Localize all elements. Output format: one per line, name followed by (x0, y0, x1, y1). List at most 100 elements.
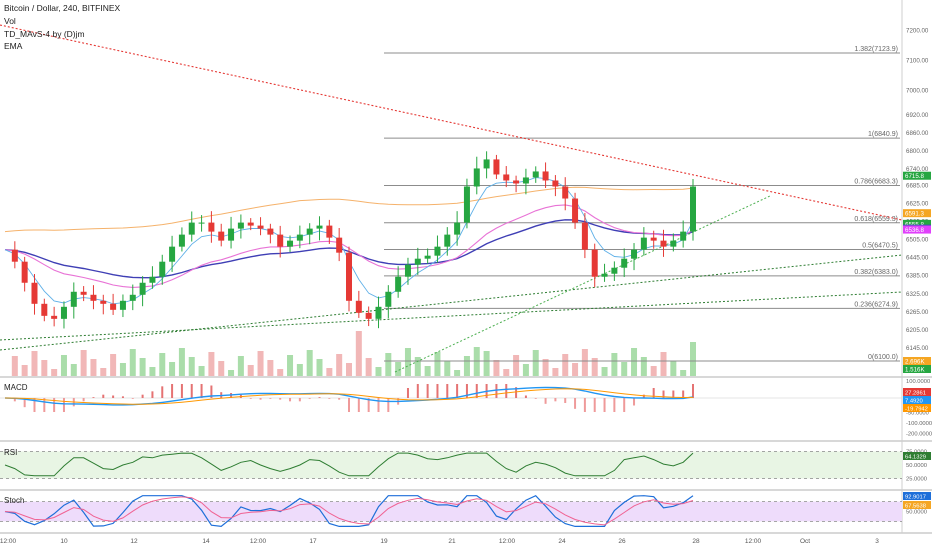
candle-body-19 (188, 222, 195, 235)
candle-body-25 (247, 222, 254, 226)
price-tag-bg-4 (903, 225, 931, 234)
candle-body-33 (326, 225, 333, 238)
macd-hist-20 (200, 384, 203, 398)
volume-bar-31 (306, 350, 313, 376)
volume-bar-42 (414, 357, 421, 376)
volume-bar-5 (51, 369, 58, 376)
candle-body-1 (11, 249, 18, 262)
volume-bar-61 (601, 367, 608, 376)
volume-bar-15 (149, 367, 156, 376)
volume-bar-20 (198, 366, 205, 376)
trendline-green-mid (0, 291, 903, 341)
macd-tick-3: -50.0000 (906, 411, 929, 417)
macd-hist-68 (672, 390, 675, 398)
time-tick-6: 19 (380, 538, 388, 545)
study-td-label[interactable]: TD_MAvS-4 by (D)jm (4, 29, 85, 39)
macd-hist-31 (308, 398, 311, 399)
macd-pane-label[interactable]: MACD (4, 383, 28, 392)
macd-hist-13 (131, 398, 134, 399)
volume-bar-11 (110, 354, 117, 376)
macd-hist-58 (574, 398, 577, 409)
volume-bar-32 (316, 359, 323, 376)
volume-bar-12 (119, 363, 126, 376)
candle-body-49 (483, 159, 490, 169)
candle-body-20 (198, 222, 205, 224)
macd-hist-16 (161, 386, 164, 398)
macd-hist-14 (141, 394, 144, 398)
study-vol-label[interactable]: Vol (4, 16, 16, 26)
candle-body-62 (611, 267, 618, 274)
macd-hist-63 (623, 398, 626, 412)
candle-body-18 (178, 234, 185, 247)
volume-bar-7 (70, 364, 77, 376)
macd-hist-33 (328, 398, 331, 399)
candle-body-44 (434, 246, 441, 256)
price-tick-10: 6685.00 (906, 182, 929, 189)
candle-body-60 (591, 249, 598, 277)
macd-hist-34 (338, 398, 341, 400)
macd-hist-52 (515, 387, 518, 398)
price-tick-4: 6325.00 (906, 291, 929, 298)
time-tick-4: 12:00 (250, 538, 267, 545)
candle-body-54 (532, 171, 539, 178)
macd-hist-41 (406, 388, 409, 398)
candle-body-15 (149, 276, 156, 283)
fib-label-6: 0.236(6274.9) (854, 301, 898, 308)
price-tag-bg-5 (903, 357, 931, 365)
candle-body-29 (287, 240, 294, 247)
volume-bar-49 (483, 351, 490, 376)
volume-bar-27 (267, 360, 274, 376)
price-tick-12: 6800.00 (906, 148, 929, 155)
rsi-band (0, 451, 902, 479)
candle-body-70 (690, 186, 696, 232)
candle-body-42 (414, 258, 421, 265)
candle-body-56 (552, 180, 559, 187)
price-tag-bg-2 (903, 219, 931, 228)
price-tick-17: 7200.00 (906, 28, 929, 35)
candle-body-9 (90, 294, 97, 301)
candle-body-40 (395, 276, 402, 292)
stoch-pane-label[interactable]: Stoch (4, 496, 25, 505)
time-tick-0: 12:00 (0, 538, 17, 545)
volume-bar-56 (552, 368, 559, 376)
fib-label-5: 0.382(6383.0) (854, 269, 898, 276)
macd-hist-27 (269, 398, 272, 399)
macd-hist-21 (210, 385, 213, 398)
volume-bar-19 (188, 357, 195, 376)
price-tag-1: 6591.3 (905, 211, 924, 218)
fib-label-2: 0.786(6683.3) (854, 179, 898, 186)
macd-hist-8 (82, 398, 85, 402)
fib-label-1: 1(6840.9) (868, 131, 898, 138)
macd-hist-28 (279, 398, 282, 400)
rsi-pane-label[interactable]: RSI (4, 448, 18, 457)
candle-body-13 (129, 294, 136, 301)
candle-body-39 (385, 291, 392, 307)
volume-bar-2 (21, 365, 28, 376)
time-tick-10: 26 (618, 538, 626, 545)
volume-bar-44 (434, 352, 441, 376)
candle-body-22 (218, 231, 225, 241)
volume-bar-48 (473, 347, 480, 376)
time-tick-12: 12:00 (745, 538, 762, 545)
fib-label-7: 0(6100.0) (868, 354, 898, 361)
macd-value-1: 7.4920 (905, 399, 923, 405)
volume-bar-22 (218, 361, 225, 376)
volume-bar-46 (454, 370, 461, 376)
candle-body-7 (70, 291, 77, 307)
macd-hist-12 (121, 396, 124, 398)
candle-body-14 (139, 282, 146, 295)
candle-body-11 (110, 303, 117, 310)
macd-hist-25 (249, 398, 252, 399)
candle-body-27 (267, 228, 274, 235)
study-ema-label[interactable]: EMA (4, 41, 23, 51)
volume-bar-1 (11, 356, 18, 376)
macd-hist-37 (367, 398, 370, 412)
candle-body-68 (670, 240, 677, 247)
candle-body-38 (375, 306, 382, 319)
symbol-title: Bitcoin / Dollar, 240, BITFINEX (4, 3, 121, 13)
price-tick-1: 6145.00 (906, 345, 929, 352)
price-tag-bg-1 (903, 209, 931, 218)
candle-body-41 (404, 264, 411, 277)
candle-body-31 (306, 228, 313, 235)
